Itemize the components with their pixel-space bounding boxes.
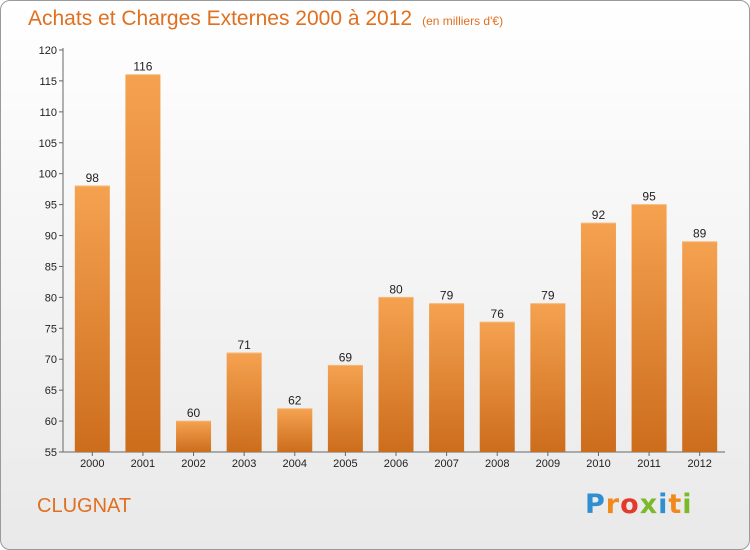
x-tick-label-2006: 2006 <box>384 458 408 470</box>
y-tick-label: 70 <box>45 354 57 366</box>
data-label-2004: 62 <box>288 394 302 408</box>
data-label-2011: 95 <box>642 190 656 204</box>
bar-2009 <box>530 303 566 452</box>
x-tick-label-2007: 2007 <box>434 458 458 470</box>
logo-letter: t <box>668 489 683 520</box>
bar-2005 <box>327 365 363 452</box>
commune-name: CLUGNAT <box>37 495 132 517</box>
x-tick-label-2003: 2003 <box>232 458 256 470</box>
y-tick-label: 110 <box>39 107 57 119</box>
data-label-2009: 79 <box>541 289 555 303</box>
bar-2000 <box>74 186 110 453</box>
x-tick-label-2005: 2005 <box>333 458 357 470</box>
x-tick-label-2000: 2000 <box>80 458 104 470</box>
logo-letter: P <box>585 489 606 520</box>
data-label-2007: 79 <box>440 289 454 303</box>
title-row: Achats et Charges Externes 2000 à 2012 (e… <box>28 7 503 31</box>
bar-2011 <box>631 204 667 452</box>
x-tick-label-2002: 2002 <box>181 458 205 470</box>
bar-2004 <box>277 408 313 452</box>
bar-2008 <box>479 322 515 452</box>
bar-2012 <box>682 241 718 452</box>
y-tick-label: 55 <box>45 447 57 459</box>
logo-letter: o <box>620 489 640 520</box>
x-tick-label-2001: 2001 <box>131 458 155 470</box>
bar-2006 <box>378 297 414 452</box>
y-tick-label: 75 <box>45 323 57 335</box>
y-tick-label: 80 <box>45 292 57 304</box>
x-tick-label-2012: 2012 <box>687 458 711 470</box>
y-tick-label: 60 <box>45 416 57 428</box>
bar-2003 <box>226 353 262 452</box>
data-label-2003: 71 <box>237 338 251 352</box>
y-tick-label: 95 <box>45 200 57 212</box>
bar-2002 <box>176 421 212 452</box>
y-tick-label: 85 <box>45 261 57 273</box>
data-label-2001: 116 <box>133 60 152 74</box>
x-tick-label-2008: 2008 <box>485 458 509 470</box>
y-tick-label: 115 <box>39 76 57 88</box>
bar-2001 <box>125 74 161 452</box>
y-tick-label: 90 <box>45 231 57 243</box>
x-tick-label-2004: 2004 <box>283 458 307 470</box>
data-label-2008: 76 <box>491 307 505 321</box>
bar-2007 <box>429 303 465 452</box>
data-label-2012: 89 <box>693 227 707 241</box>
chart-subtitle: (en milliers d'€) <box>422 14 504 28</box>
logo-letter: x <box>639 489 659 520</box>
data-label-2005: 69 <box>339 350 353 364</box>
y-tick-label: 100 <box>39 169 57 181</box>
chart-title: Achats et Charges Externes 2000 à 2012 <box>28 7 413 30</box>
data-label-2002: 60 <box>187 406 201 420</box>
x-tick-label-2010: 2010 <box>586 458 610 470</box>
data-label-2010: 92 <box>592 208 606 222</box>
y-tick-label: 105 <box>39 138 57 150</box>
x-tick-label-2009: 2009 <box>536 458 560 470</box>
y-tick-label: 65 <box>45 385 57 397</box>
bar-2010 <box>580 223 616 452</box>
data-label-2006: 80 <box>389 282 403 296</box>
proxiti-logo[interactable]: Proxiti <box>585 489 693 520</box>
y-tick-label: 120 <box>39 45 57 57</box>
x-tick-label-2011: 2011 <box>637 458 661 470</box>
logo-letter: r <box>605 489 621 520</box>
logo-letter: i <box>682 489 693 520</box>
data-label-2000: 98 <box>86 171 100 185</box>
logo-letter: i <box>658 489 669 520</box>
